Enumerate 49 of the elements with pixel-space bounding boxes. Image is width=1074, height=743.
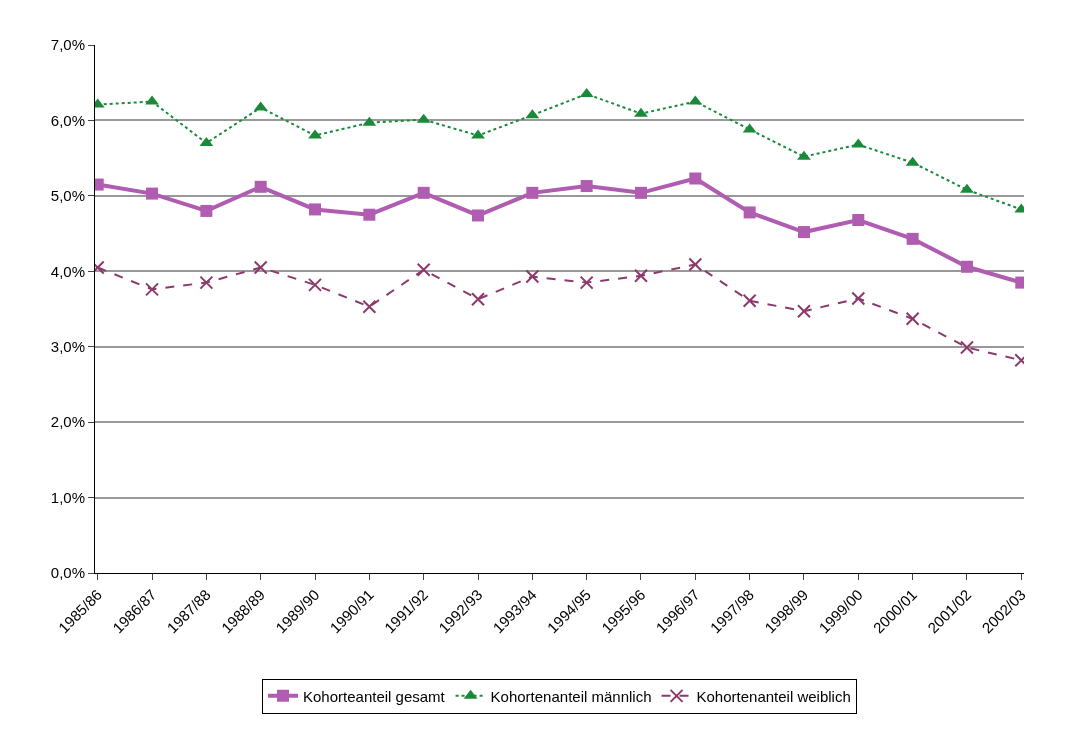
point	[906, 232, 919, 245]
point	[254, 180, 267, 193]
point	[526, 186, 539, 199]
point	[363, 208, 376, 221]
point	[145, 95, 159, 105]
y-tick-label: 2,0%	[50, 413, 85, 431]
point	[797, 226, 810, 239]
point	[199, 275, 214, 290]
y-tick-label: 7,0%	[50, 36, 85, 54]
point	[145, 282, 160, 297]
point	[852, 213, 865, 226]
y-tick-label: 4,0%	[50, 262, 85, 280]
point	[742, 293, 757, 308]
point	[253, 260, 268, 275]
point	[525, 269, 540, 284]
point	[417, 186, 430, 199]
point	[689, 172, 702, 185]
point	[308, 129, 322, 139]
point	[471, 129, 485, 139]
point	[796, 304, 811, 319]
point	[416, 262, 431, 277]
point	[634, 186, 647, 199]
point	[633, 268, 648, 283]
legend-label: Kohortenanteil weiblich	[696, 687, 851, 705]
y-tick-label: 3,0%	[50, 337, 85, 355]
y-tick-label: 1,0%	[50, 488, 85, 506]
point	[960, 183, 974, 193]
point	[959, 340, 974, 355]
point	[362, 299, 377, 314]
point	[688, 257, 703, 272]
point	[634, 107, 648, 117]
point	[471, 292, 486, 307]
legend-label: Kohorteanteil gesamt	[303, 687, 446, 705]
point	[797, 150, 811, 160]
point	[905, 311, 920, 326]
point	[308, 277, 323, 292]
point	[146, 187, 159, 200]
y-tick-label: 0,0%	[50, 564, 85, 582]
point	[743, 206, 756, 219]
y-tick-label: 6,0%	[50, 111, 85, 129]
point	[309, 203, 322, 216]
point	[579, 275, 594, 290]
y-tick-label: 5,0%	[50, 187, 85, 205]
legend-label: Kohortenanteil männlich	[490, 687, 652, 705]
point	[200, 204, 213, 217]
point	[472, 209, 485, 222]
point	[960, 260, 973, 273]
point	[851, 291, 866, 306]
point	[580, 180, 593, 193]
